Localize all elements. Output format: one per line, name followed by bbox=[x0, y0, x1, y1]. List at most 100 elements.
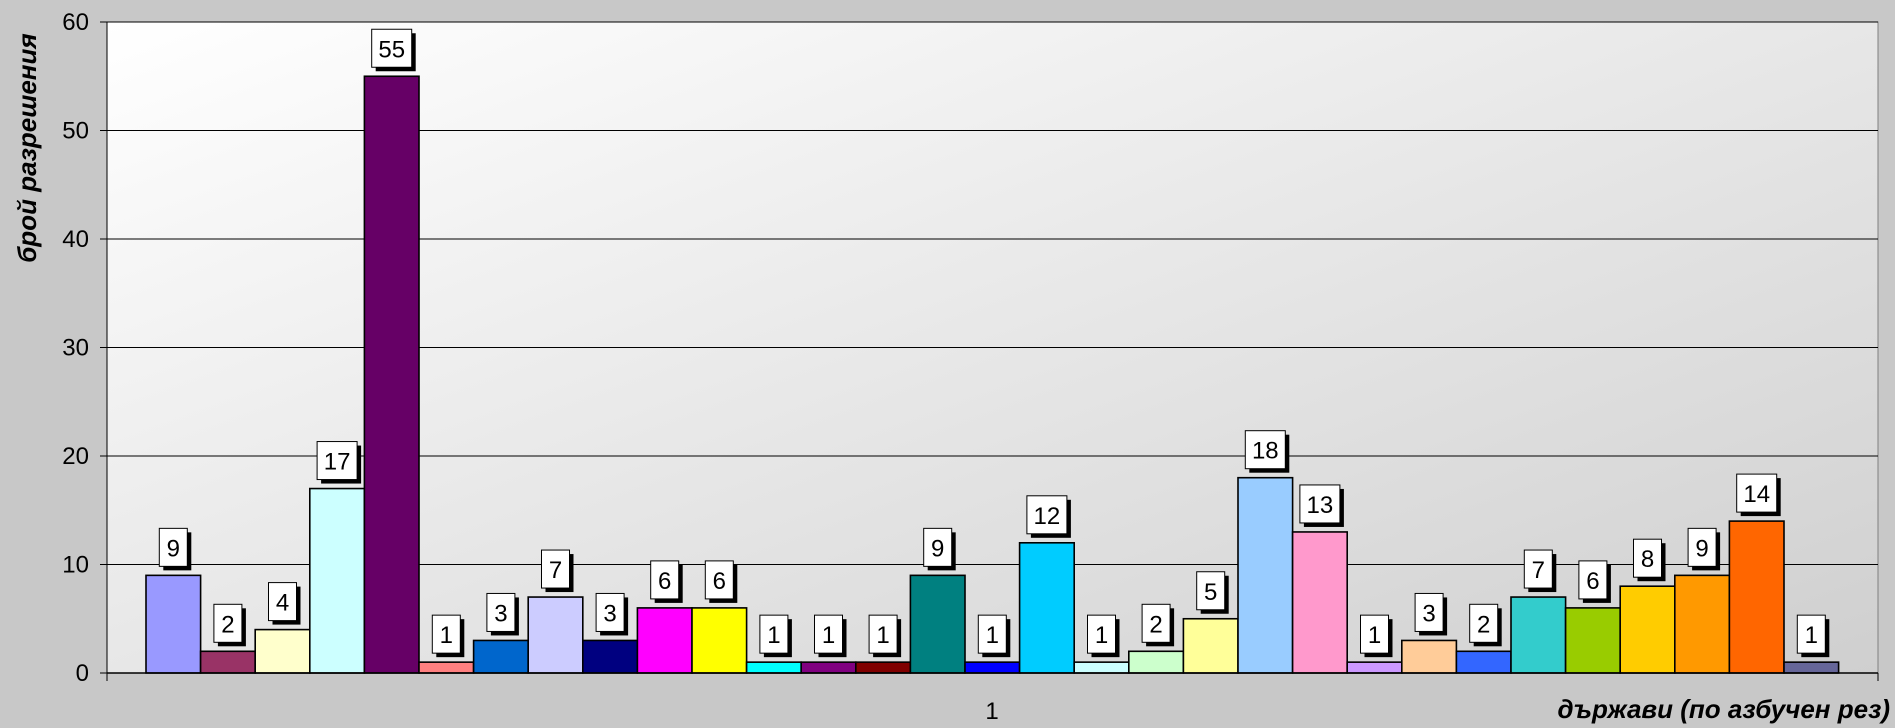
bar bbox=[1237, 476, 1294, 674]
bar bbox=[909, 574, 966, 674]
data-label: 12 bbox=[1034, 503, 1061, 530]
data-label-box bbox=[541, 549, 570, 589]
y-tick-label: 20 bbox=[62, 443, 89, 470]
bar bbox=[1182, 617, 1239, 674]
data-label-box bbox=[814, 614, 843, 654]
bar bbox=[1128, 650, 1185, 674]
data-label-box bbox=[486, 592, 516, 632]
data-label: 55 bbox=[378, 36, 405, 63]
x-axis-title: държави (по азбучен рез) bbox=[1558, 694, 1890, 724]
bar bbox=[472, 639, 530, 674]
bar bbox=[636, 607, 693, 674]
bar bbox=[1401, 639, 1458, 674]
data-label: 9 bbox=[1695, 535, 1708, 562]
data-label: 18 bbox=[1252, 438, 1279, 465]
bar bbox=[854, 661, 912, 674]
data-label-box bbox=[1360, 614, 1389, 654]
data-label: 2 bbox=[221, 611, 234, 638]
y-tick-label: 40 bbox=[62, 226, 89, 253]
bar bbox=[691, 607, 748, 674]
data-label-box bbox=[759, 614, 789, 654]
data-label-box bbox=[1736, 473, 1778, 513]
axes: 0 10 20 30 40 50 60 bbox=[62, 9, 1879, 687]
data-label: 4 bbox=[276, 590, 289, 617]
data-label-box bbox=[650, 560, 680, 600]
data-label: 3 bbox=[1422, 600, 1435, 627]
data-label: 6 bbox=[658, 568, 671, 595]
data-label: 1 bbox=[1805, 622, 1818, 649]
bar bbox=[199, 650, 257, 674]
bar bbox=[254, 628, 311, 674]
data-label: 1 bbox=[1095, 622, 1108, 649]
data-label-box bbox=[1414, 592, 1444, 632]
data-label: 13 bbox=[1307, 492, 1334, 519]
data-label-box bbox=[1026, 495, 1068, 535]
bar bbox=[581, 639, 639, 674]
bar bbox=[1728, 520, 1785, 674]
data-label: 1 bbox=[822, 622, 835, 649]
data-label-box bbox=[371, 28, 413, 68]
data-label: 17 bbox=[324, 449, 351, 476]
data-label: 1 bbox=[767, 622, 780, 649]
bar bbox=[1674, 574, 1731, 674]
bar bbox=[745, 661, 802, 674]
x-tick-label: 1 bbox=[985, 698, 998, 725]
data-label-box bbox=[1141, 603, 1171, 643]
data-label-box bbox=[268, 582, 297, 622]
data-label: 2 bbox=[1149, 611, 1162, 638]
bar bbox=[1455, 650, 1512, 674]
data-label: 7 bbox=[1532, 557, 1545, 584]
data-label: 1 bbox=[986, 622, 999, 649]
data-label-box bbox=[595, 592, 625, 632]
data-label: 6 bbox=[713, 568, 726, 595]
bar bbox=[308, 487, 366, 674]
bar bbox=[1510, 596, 1567, 674]
bar bbox=[1619, 585, 1676, 674]
data-label: 14 bbox=[1743, 481, 1770, 508]
data-label: 1 bbox=[1368, 622, 1381, 649]
data-label-box bbox=[213, 603, 243, 643]
bar bbox=[964, 661, 1021, 674]
data-label: 8 bbox=[1641, 546, 1654, 573]
bar bbox=[418, 661, 475, 674]
bar bbox=[1346, 661, 1403, 674]
data-label-box bbox=[316, 441, 358, 481]
data-label: 5 bbox=[1204, 579, 1217, 606]
data-label-box bbox=[1687, 527, 1717, 567]
data-label-box bbox=[431, 614, 461, 654]
y-tick-label: 10 bbox=[62, 552, 89, 579]
bars bbox=[145, 75, 1840, 674]
data-label: 3 bbox=[603, 600, 616, 627]
bar bbox=[145, 574, 202, 674]
data-label-box bbox=[1523, 549, 1553, 589]
data-label-box bbox=[1469, 603, 1499, 643]
data-label-box bbox=[1633, 538, 1662, 578]
data-label-box bbox=[704, 560, 734, 600]
data-label-box bbox=[1796, 614, 1826, 654]
bar bbox=[527, 596, 584, 674]
data-label: 7 bbox=[549, 557, 562, 584]
y-tick-label: 60 bbox=[62, 9, 89, 36]
data-label: 9 bbox=[167, 535, 180, 562]
y-tick-label: 30 bbox=[62, 335, 89, 362]
data-label: 1 bbox=[876, 622, 889, 649]
data-label-box bbox=[868, 614, 898, 654]
data-label: 1 bbox=[440, 622, 453, 649]
data-label-box bbox=[977, 614, 1007, 654]
data-label: 6 bbox=[1586, 568, 1599, 595]
bar bbox=[363, 75, 420, 674]
data-label-box bbox=[1578, 560, 1608, 600]
data-label-box bbox=[1299, 484, 1341, 524]
y-tick-label: 50 bbox=[62, 118, 89, 145]
data-label-box bbox=[1196, 571, 1226, 611]
data-label-box bbox=[158, 527, 188, 567]
bar bbox=[1783, 661, 1840, 674]
bar bbox=[1073, 661, 1130, 674]
data-label-box bbox=[923, 527, 953, 567]
data-label: 3 bbox=[494, 600, 507, 627]
data-label: 2 bbox=[1477, 611, 1490, 638]
bar bbox=[1018, 541, 1075, 674]
